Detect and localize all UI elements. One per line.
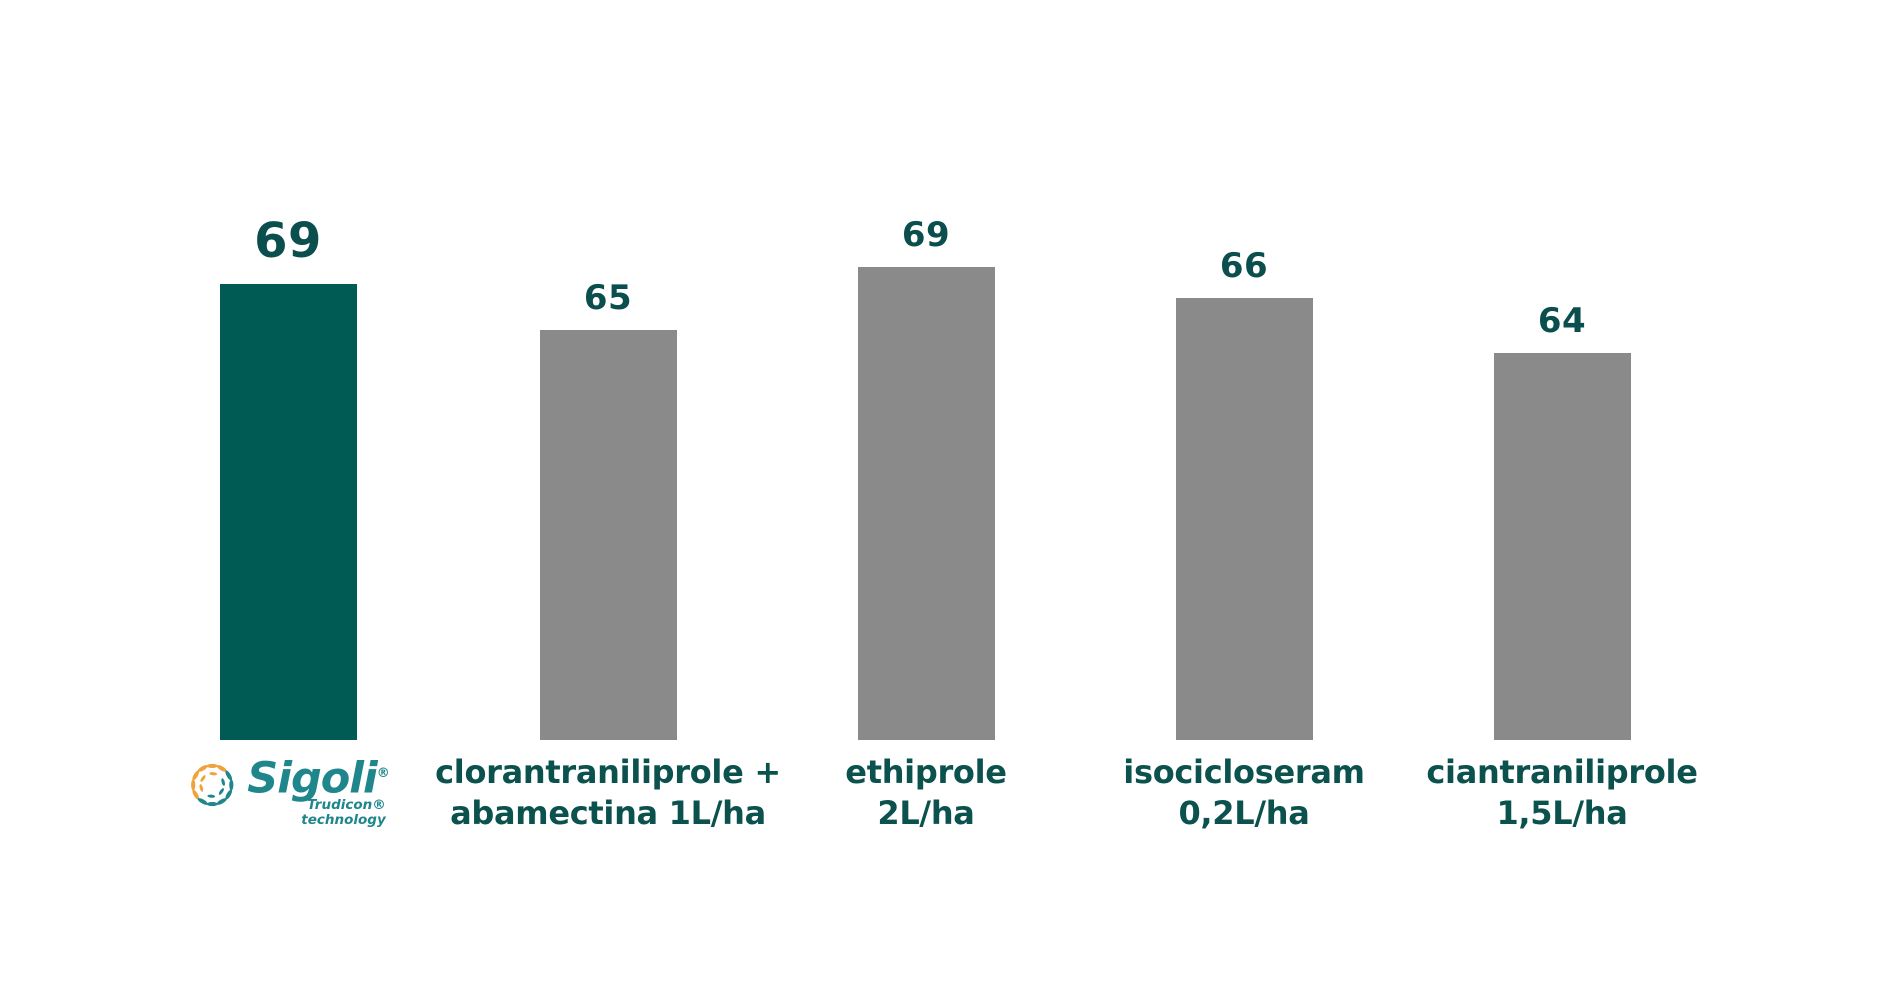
bar-value-label: 66 [1219, 246, 1269, 286]
bar-isocicloseram [1175, 298, 1313, 740]
bar-ethiprole [857, 267, 995, 740]
bar-category-label: ciantraniliprole 1,5L/ha [1426, 753, 1698, 832]
bar-category-label: isocicloseram 0,2L/ha [1123, 753, 1365, 832]
bar-category-label: ethiprole 2L/ha [845, 753, 1007, 832]
sigoli-logo: Sigoli® Trudicon® technology [186, 752, 390, 828]
bar-category-label: clorantraniliprole + abamectina 1L/ha [435, 753, 781, 832]
bar-ciantraniliprole [1493, 353, 1631, 740]
bar-sigoli [219, 284, 357, 740]
bar-clorantraniliprole-abamectina [539, 330, 677, 740]
bar-column-isocicloseram: 66 isocicloseram 0,2L/ha [1084, 0, 1404, 993]
registered-trademark-symbol: ® [376, 766, 390, 781]
tagline-line1: Trudicon® [307, 797, 386, 814]
tagline-line2: technology [301, 812, 386, 829]
bar-value-label: 64 [1537, 301, 1587, 341]
sigoli-wreath-icon [191, 763, 234, 807]
bar-value-label: 69 [901, 215, 951, 255]
bar-column-sigoli: 69 [128, 0, 448, 993]
sigoli-brand-wordmark: Sigoli® [247, 753, 390, 804]
sigoli-tagline: Trudicon® technology [301, 798, 385, 828]
bar-value-label: 65 [583, 278, 633, 318]
bar-column-ciantraniliprole: 64 ciantraniliprole 1,5L/ha [1402, 0, 1722, 993]
bar-column-ethiprole: 69 ethiprole 2L/ha [766, 0, 1086, 993]
bar-column-clorantraniliprole-abamectina: 65 clorantraniliprole + abamectina 1L/ha [435, 0, 781, 993]
bar-value-label: 69 [254, 213, 322, 269]
